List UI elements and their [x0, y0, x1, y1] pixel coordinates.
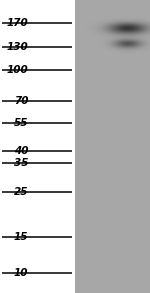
Text: 55: 55	[14, 117, 28, 127]
Text: 25: 25	[14, 187, 28, 197]
Text: 40: 40	[14, 146, 28, 156]
Text: 130: 130	[7, 42, 29, 52]
Text: 35: 35	[14, 158, 28, 168]
Text: 10: 10	[14, 268, 28, 278]
Text: 100: 100	[7, 65, 29, 75]
Text: 70: 70	[14, 96, 28, 106]
Text: 170: 170	[7, 18, 29, 28]
Text: 15: 15	[14, 232, 28, 242]
